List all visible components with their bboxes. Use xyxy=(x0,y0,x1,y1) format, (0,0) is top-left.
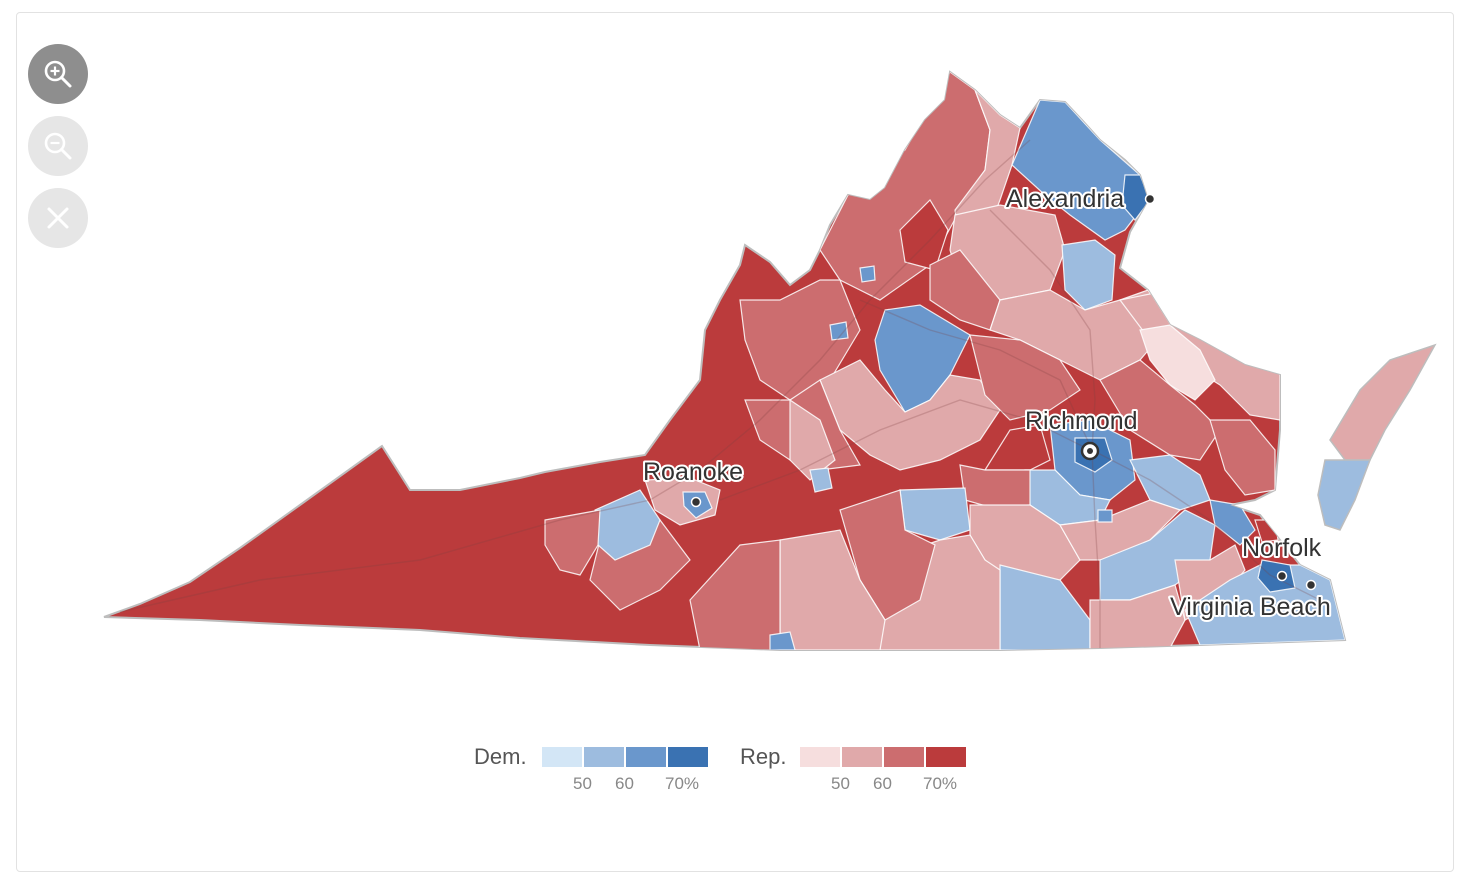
state-virginia[interactable] xyxy=(103,70,1437,651)
county-region[interactable] xyxy=(769,631,796,650)
legend-dem-label: Dem. xyxy=(474,744,527,769)
county-region[interactable] xyxy=(1174,544,1246,621)
county-region[interactable] xyxy=(1061,239,1116,311)
legend-dem-swatch-4 xyxy=(668,747,708,767)
legend-rep-label: Rep. xyxy=(740,744,787,769)
city-label-roanoke: Roanoke xyxy=(643,458,743,486)
roads xyxy=(119,139,1321,650)
zoom-in-button[interactable] xyxy=(28,44,88,104)
city-dot-icon xyxy=(690,496,702,508)
city-label-richmond: Richmond xyxy=(1025,407,1138,435)
city-markers: Alexandria Richmond Roanoke Norfolk Virginia… xyxy=(641,183,1333,623)
county-region[interactable] xyxy=(809,467,833,493)
city-dot-icon xyxy=(1276,570,1288,582)
zoom-out-icon xyxy=(44,132,72,160)
city-label-alexandria: Alexandria xyxy=(1006,185,1124,213)
county-region[interactable] xyxy=(779,529,886,650)
county-region[interactable] xyxy=(859,265,876,283)
city-dot-icon xyxy=(1305,579,1317,591)
legend-dem-tick-1: 50 xyxy=(573,774,592,793)
capital-marker-center xyxy=(1087,448,1093,454)
legend-dem-swatch-1 xyxy=(542,747,582,767)
county-region[interactable] xyxy=(1097,509,1113,523)
legend-rep-swatch-2 xyxy=(842,747,882,767)
legend-rep-swatch-4 xyxy=(926,747,966,767)
legend-dem-tick-3: 70% xyxy=(665,774,700,793)
county-region[interactable] xyxy=(1257,559,1296,593)
legend-dem-tick-2: 60 xyxy=(615,774,634,793)
county-region[interactable] xyxy=(1209,419,1276,496)
county-region[interactable] xyxy=(899,199,949,271)
legend-dem-swatch-3 xyxy=(626,747,666,767)
county-region[interactable] xyxy=(969,334,1081,421)
close-icon xyxy=(47,207,69,229)
legend-rep-tick-1: 50 xyxy=(831,774,850,793)
legend-rep-swatch-3 xyxy=(884,747,924,767)
county-region[interactable] xyxy=(739,279,861,401)
county-region-eastern-shore-south[interactable] xyxy=(1317,459,1372,531)
county-region[interactable] xyxy=(829,321,849,341)
legend-dem-swatch-2 xyxy=(584,747,624,767)
zoom-out-button[interactable] xyxy=(28,116,88,176)
legend-rep-tick-2: 60 xyxy=(873,774,892,793)
county-region[interactable] xyxy=(689,539,781,650)
county-region-eastern-shore-north[interactable] xyxy=(1329,343,1437,461)
city-dot-icon xyxy=(1144,193,1156,205)
county-region[interactable] xyxy=(1139,324,1216,401)
legend-rep-tick-3: 70% xyxy=(923,774,958,793)
legend-rep-swatch-1 xyxy=(800,747,840,767)
reset-map-button[interactable] xyxy=(28,188,88,248)
map-legend: Dem. 50 60 70% Rep. 50 60 70% xyxy=(470,740,990,800)
county-regions[interactable] xyxy=(544,72,1345,650)
zoom-in-icon xyxy=(44,60,72,88)
city-label-virginia-beach: Virginia Beach xyxy=(1170,593,1331,621)
city-label-norfolk: Norfolk xyxy=(1242,534,1322,562)
county-region[interactable] xyxy=(544,509,601,576)
